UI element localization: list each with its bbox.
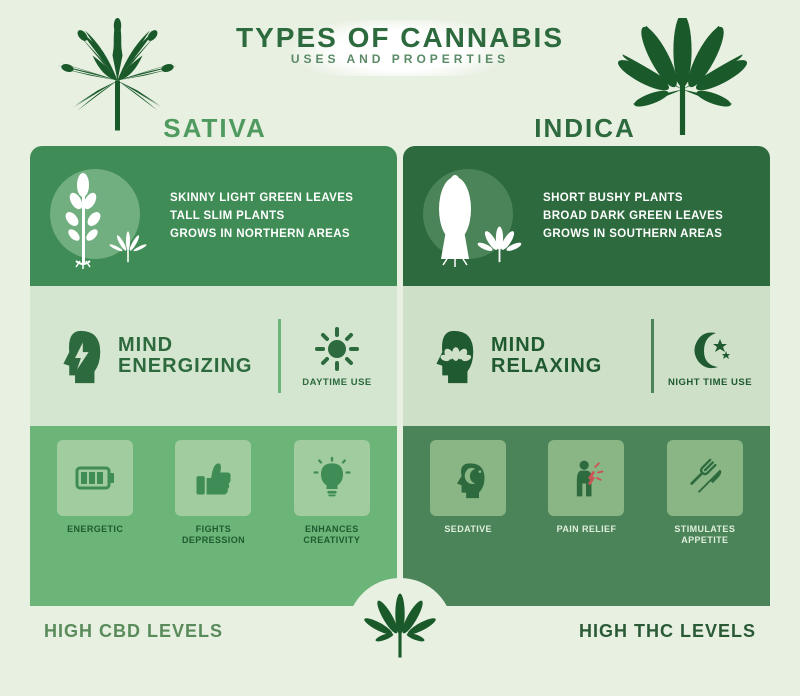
indica-mind-text: MIND RELAXING [491,334,639,378]
indica-usage: NIGHT TIME USE [666,325,754,388]
sativa-effects-band: ENERGETIC FIGHTS DEPRESSION [30,426,397,606]
indica-column: SHORT BUSHY PLANTS BROAD DARK GREEN LEAV… [403,146,770,606]
sun-icon [293,325,381,373]
trait-text: GROWS IN SOUTHERN AREAS [543,228,723,240]
mind-line1: MIND [118,334,266,357]
effect-sedative: SEDATIVE [413,440,523,547]
head-energizing-icon [46,325,108,387]
category-labels: SATIVA INDICA [30,113,770,148]
mind-line2: RELAXING [491,355,639,378]
subtitle: USES AND PROPERTIES [236,52,564,66]
divider [278,319,281,393]
trait-text: SKINNY LIGHT GREEN LEAVES [170,192,353,204]
effect-pain: PAIN RELIEF [531,440,641,547]
indica-plant-icon [419,161,529,271]
effect-depression: FIGHTS DEPRESSION [158,440,268,547]
effect-appetite: STIMULATES APPETITE [650,440,760,547]
trait-text: TALL SLIM PLANTS [170,210,353,222]
effect-label: ENERGETIC [67,524,123,535]
effect-label: PAIN RELIEF [557,524,617,535]
header-region: TYPES OF CANNABIS USES AND PROPERTIES [30,16,770,146]
indica-label: INDICA [400,113,770,148]
center-leaf-badge [347,578,453,684]
sativa-mind-band: MIND ENERGIZING [30,286,397,426]
indica-trait-list: SHORT BUSHY PLANTS BROAD DARK GREEN LEAV… [543,186,723,246]
sativa-mind-text: MIND ENERGIZING [118,334,266,378]
effect-label: FIGHTS DEPRESSION [182,524,245,547]
indica-traits-band: SHORT BUSHY PLANTS BROAD DARK GREEN LEAV… [403,146,770,286]
battery-icon [71,454,119,502]
usage-label: NIGHT TIME USE [666,377,754,388]
sativa-trait-list: SKINNY LIGHT GREEN LEAVES TALL SLIM PLAN… [170,186,353,246]
lightbulb-icon [310,456,354,500]
mind-line2: ENERGIZING [118,355,266,378]
effect-label: ENHANCES CREATIVITY [303,524,360,547]
infographic-frame: TYPES OF CANNABIS USES AND PROPERTIES [0,0,800,696]
thumbs-up-icon [191,456,235,500]
usage-label: DAYTIME USE [293,377,381,388]
sedative-icon [446,456,490,500]
divider [651,319,654,393]
moon-icon [666,325,754,373]
sativa-footer: HIGH CBD LEVELS [30,606,400,656]
sativa-traits-band: SKINNY LIGHT GREEN LEAVES TALL SLIM PLAN… [30,146,397,286]
head-relaxing-icon [419,325,481,387]
title-block: TYPES OF CANNABIS USES AND PROPERTIES [206,20,594,76]
effect-energetic: ENERGETIC [40,440,150,547]
indica-effects-band: SEDATIVE [403,426,770,606]
pain-relief-icon [564,456,608,500]
mind-line1: MIND [491,334,639,357]
trait-text: GROWS IN NORTHERN AREAS [170,228,353,240]
sativa-plant-icon [46,161,156,271]
indica-footer: HIGH THC LEVELS [400,606,770,656]
effect-creativity: ENHANCES CREATIVITY [277,440,387,547]
trait-text: BROAD DARK GREEN LEAVES [543,210,723,222]
sativa-label: SATIVA [30,113,400,148]
main-title: TYPES OF CANNABIS [236,22,564,54]
sativa-column: SKINNY LIGHT GREEN LEAVES TALL SLIM PLAN… [30,146,397,606]
sativa-usage: DAYTIME USE [293,325,381,388]
effect-label: SEDATIVE [444,524,492,535]
fork-knife-icon [683,456,727,500]
trait-text: SHORT BUSHY PLANTS [543,192,723,204]
effect-label: STIMULATES APPETITE [674,524,735,547]
comparison-columns: SKINNY LIGHT GREEN LEAVES TALL SLIM PLAN… [30,146,770,606]
indica-mind-band: MIND RELAXING NIGHT TIME USE [403,286,770,426]
